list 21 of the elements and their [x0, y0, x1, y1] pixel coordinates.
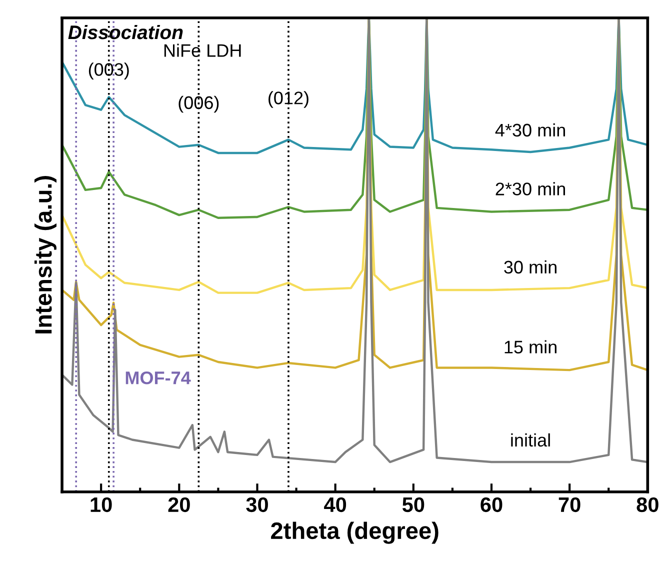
x-tick-label: 20: [168, 497, 190, 512]
series-label: 15 min: [504, 340, 556, 354]
x-tick-label: 40: [324, 497, 346, 512]
x-tick-label: 10: [90, 497, 112, 512]
x-tick-label: 70: [558, 497, 580, 512]
x-tick-label: 30: [246, 497, 268, 512]
annotation: MOF-74: [126, 372, 191, 384]
annotation: (003): [88, 62, 129, 80]
series-label: initial: [511, 433, 550, 447]
series-label: 4*30 min: [495, 123, 565, 137]
x-tick-label: 60: [480, 497, 502, 512]
x-axis-title: 2theta (degree): [271, 522, 438, 544]
annotation: (012): [268, 91, 308, 108]
x-tick-label: 80: [636, 497, 658, 512]
x-tick-label: 50: [402, 497, 424, 512]
annotation: NiFe LDH: [164, 44, 241, 57]
series-label: 2*30 min: [496, 182, 565, 196]
y-axis-title: Intensity (a.u.): [34, 176, 56, 334]
annotation: Dissociation: [68, 24, 183, 40]
annotation: (006): [178, 96, 219, 113]
series-label: 30 min: [504, 260, 556, 274]
